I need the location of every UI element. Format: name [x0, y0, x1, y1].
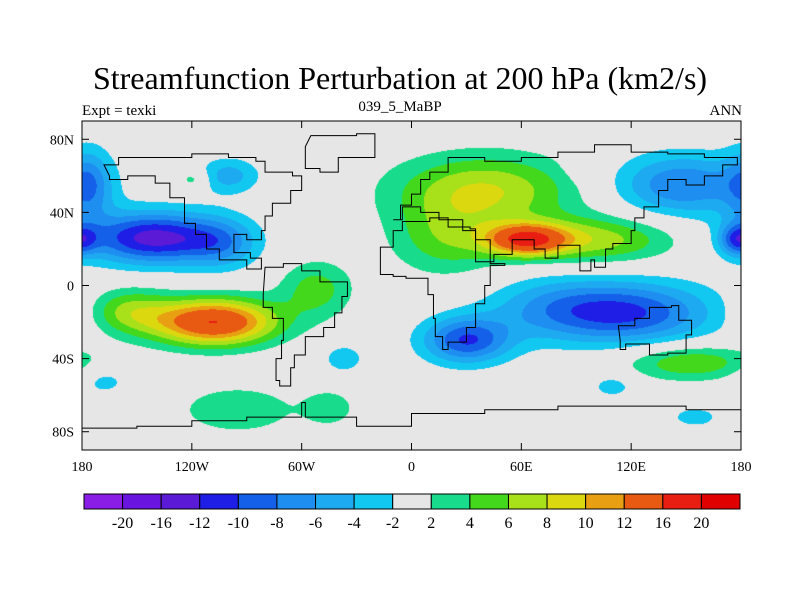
colorbar-swatch: [430, 493, 471, 510]
y-tick-label: 80N: [50, 133, 74, 148]
colorbar-swatch: [199, 493, 239, 510]
x-tick-label: 60W: [288, 460, 316, 475]
coastline-africa: [379, 217, 506, 350]
colorbar-swatch: [122, 493, 162, 510]
colorbar-swatch: [160, 493, 201, 510]
x-tick-label: 180: [72, 460, 93, 475]
y-tick-label: 0: [67, 280, 74, 295]
colorbar-swatch: [469, 493, 509, 510]
colorbar-label: -10: [228, 515, 249, 532]
colorbar: -20 -16 -12 -10 -8 -6 -4 -2 2 4 6 8 10 12 16 20: [83, 493, 741, 532]
chart-title: Streamfunction Perturbation at 200 hPa (…: [92, 60, 708, 96]
colorbar-label: -12: [189, 515, 210, 532]
y-tick-label: 40S: [52, 353, 74, 368]
colorbar-label: -20: [112, 515, 133, 532]
x-tick-label: 60E: [510, 460, 533, 475]
colorbar-swatch: [546, 493, 587, 510]
colorbar-swatch: [585, 493, 625, 510]
streamfunction-field: [82, 121, 741, 450]
y-axis: 80N 40N 0 40S 80S: [50, 133, 741, 441]
coastlines: [82, 133, 741, 450]
colorbar-swatch: [315, 493, 355, 510]
x-tick-label: 0: [408, 460, 415, 475]
colorbar-swatch: [83, 493, 124, 510]
coastline-south-america: [262, 263, 348, 387]
colorbar-swatch: [662, 493, 702, 510]
y-tick-label: 40N: [50, 206, 74, 221]
colorbar-swatch: [276, 493, 317, 510]
case-label: 039_5_MaBP: [358, 99, 442, 115]
x-tick-label: 180: [731, 460, 752, 475]
colorbar-label: 16: [655, 515, 671, 532]
x-axis: 180 120W 60W 0 60E 120E 180: [72, 121, 752, 475]
coastline-antarctica: [82, 401, 741, 450]
colorbar-label: 12: [616, 515, 632, 532]
coastline-north-america: [103, 153, 303, 270]
colorbar-swatch: [623, 493, 664, 510]
colorbar-label: 4: [466, 515, 474, 532]
coastline-eurasia: [393, 144, 738, 272]
colorbar-label: 2: [427, 515, 435, 532]
colorbar-label: -16: [151, 515, 172, 532]
colorbar-label: 6: [504, 515, 512, 532]
colorbar-label: 8: [543, 515, 551, 532]
colorbar-label: -2: [386, 515, 399, 532]
colorbar-label: -4: [347, 515, 360, 532]
colorbar-swatch: [700, 493, 741, 510]
colorbar-swatch: [353, 493, 394, 510]
y-tick-label: 80S: [52, 426, 74, 441]
x-tick-label: 120W: [175, 460, 210, 475]
x-tick-label: 120E: [616, 460, 646, 475]
colorbar-swatch: [392, 493, 432, 510]
colorbar-label: -8: [270, 515, 283, 532]
coastline-australia: [617, 305, 693, 356]
experiment-label: Expt = texki: [82, 103, 157, 119]
colorbar-label: 10: [578, 515, 594, 532]
colorbar-label: -6: [309, 515, 322, 532]
season-label: ANN: [709, 103, 743, 119]
colorbar-swatch: [507, 493, 548, 510]
coastline-greenland: [304, 133, 376, 173]
colorbar-swatch: [237, 493, 278, 510]
colorbar-label: 20: [693, 515, 709, 532]
